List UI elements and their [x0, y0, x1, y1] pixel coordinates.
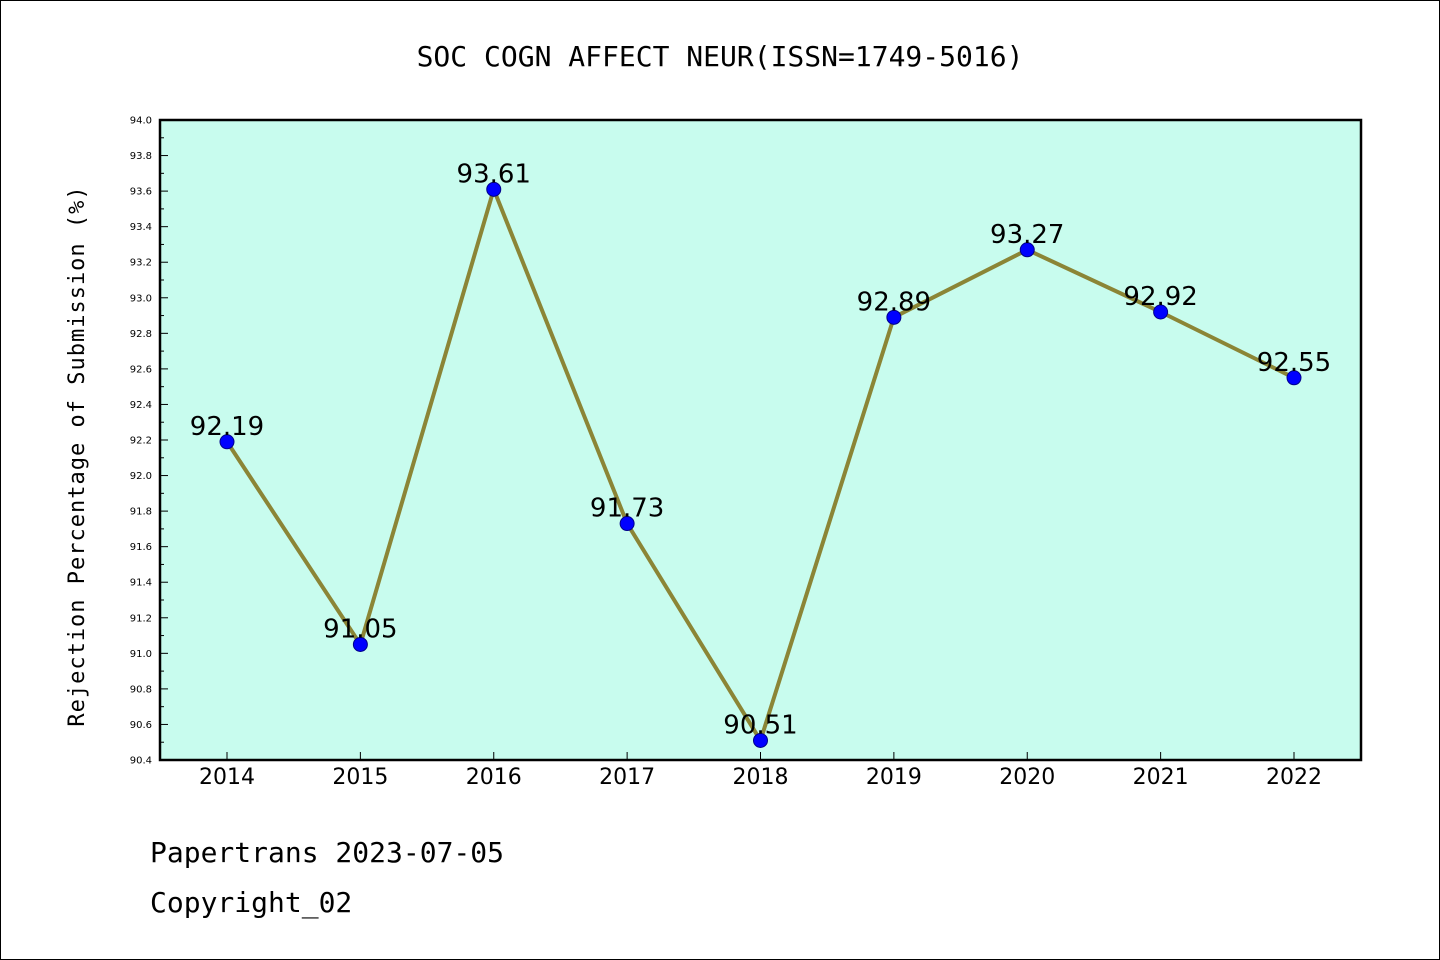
x-tick-label: 2021 — [1133, 765, 1189, 790]
x-tick-label: 2017 — [599, 765, 655, 790]
y-tick-label: 93.4 — [130, 222, 152, 233]
plot-area — [158, 118, 1363, 762]
y-tick-label: 92.2 — [130, 436, 152, 447]
data-point — [753, 732, 768, 748]
x-tick-label: 2014 — [199, 765, 255, 790]
x-tick-label: 2019 — [866, 765, 922, 790]
y-tick-label: 93.8 — [130, 151, 152, 162]
y-tick-label: 93.6 — [130, 187, 152, 198]
y-tick-label: 91.8 — [130, 507, 152, 518]
y-tick-label: 90.4 — [130, 756, 152, 767]
series — [219, 181, 1302, 748]
y-tick-label: 91.2 — [130, 613, 152, 624]
x-tick-label: 2020 — [999, 765, 1055, 790]
chart-title: SOC COGN AFFECT NEUR(ISSN=1749-5016) — [417, 40, 1024, 73]
data-label: 90.51 — [723, 710, 797, 740]
x-tick-label: 2016 — [466, 765, 522, 790]
y-tick-label: 92.6 — [130, 364, 152, 375]
data-label: 93.61 — [457, 159, 531, 189]
data-point — [352, 636, 368, 652]
data-point — [219, 434, 235, 450]
data-label: 91.05 — [323, 614, 397, 644]
y-tick-label: 92.8 — [130, 329, 152, 340]
y-axis-label: Rejection Percentage of Submission (%) — [65, 185, 90, 726]
x-tick-label: 2022 — [1266, 765, 1322, 790]
y-tick-label: 91.4 — [130, 578, 152, 589]
data-point — [619, 516, 635, 532]
y-axis: 90.4 90.6 90.8 91.0 91.2 91.4 91.6 91.8 92.0 92.2… — [130, 116, 168, 767]
data-point — [1019, 242, 1035, 258]
y-tick-label: 92.4 — [130, 400, 152, 411]
data-label: 93.27 — [990, 220, 1064, 250]
data-label: 92.55 — [1257, 348, 1331, 378]
data-point — [1286, 370, 1302, 386]
data-label: 92.19 — [190, 412, 264, 442]
y-tick-label: 93.0 — [130, 293, 152, 304]
data-label: 92.89 — [857, 287, 931, 317]
x-axis: 2014 2015 2016 2017 2018 2019 2020 2021 2022 — [199, 752, 1322, 790]
data-labels: 92.19 91.05 93.61 91.73 90.51 92.89 93.27 92.92… — [190, 159, 1331, 740]
y-tick-label: 91.0 — [130, 649, 152, 660]
y-tick-label: 90.8 — [130, 684, 152, 695]
footer-copyright: Copyright_02 — [150, 886, 353, 919]
y-tick-label: 90.6 — [130, 720, 152, 731]
x-tick-label: 2015 — [332, 765, 388, 790]
y-tick-label: 93.2 — [130, 258, 152, 269]
y-tick-label: 91.6 — [130, 542, 152, 553]
data-label: 91.73 — [590, 494, 664, 524]
data-point — [486, 181, 502, 197]
data-point — [886, 309, 902, 325]
data-point — [1153, 304, 1169, 320]
footer-date: Papertrans 2023-07-05 — [150, 836, 505, 869]
y-tick-label: 92.0 — [130, 471, 152, 482]
data-label: 92.92 — [1123, 282, 1197, 312]
x-tick-label: 2018 — [733, 765, 789, 790]
y-tick-label: 94.0 — [130, 116, 152, 127]
